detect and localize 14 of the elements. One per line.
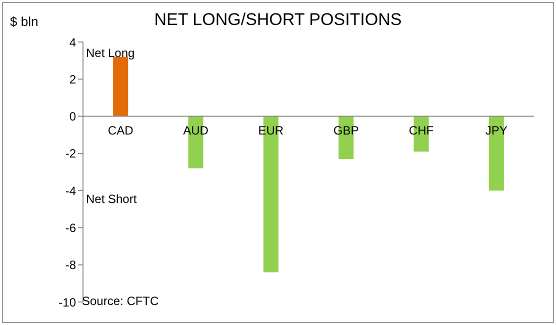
x-tick-label: CAD bbox=[108, 123, 134, 138]
annotation: Net Long bbox=[86, 46, 135, 60]
y-tick-label: -6 bbox=[65, 220, 76, 235]
annotation: Net Short bbox=[86, 192, 137, 206]
y-axis-title: $ bln bbox=[10, 14, 38, 29]
y-tick-label: -10 bbox=[58, 295, 76, 310]
y-tick-label: -8 bbox=[65, 258, 76, 272]
y-tick-label: 2 bbox=[69, 72, 76, 86]
annotation: Source: CFTC bbox=[82, 294, 159, 308]
y-tick-label: -2 bbox=[65, 146, 76, 161]
y-tick-label: 4 bbox=[69, 35, 76, 50]
chart-title: NET LONG/SHORT POSITIONS bbox=[154, 10, 402, 29]
y-tick-label: 0 bbox=[69, 110, 76, 124]
y-tick-label: -4 bbox=[65, 184, 76, 198]
